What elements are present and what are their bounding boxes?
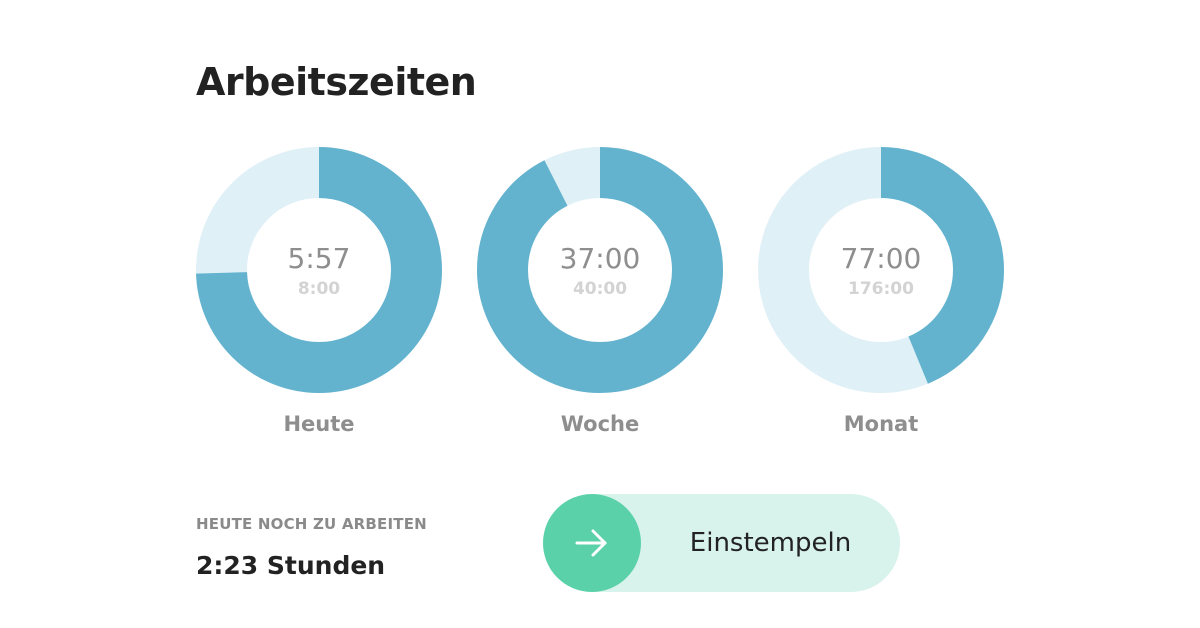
remaining-time-label: HEUTE NOCH ZU ARBEITEN xyxy=(196,515,427,533)
arrow-right-icon xyxy=(575,529,607,557)
donut-chart-heute xyxy=(196,147,442,393)
donut-progress xyxy=(196,147,442,393)
donut-value: 77:00 xyxy=(840,242,922,275)
donut-chart-woche xyxy=(477,147,723,393)
donut-value: 37:00 xyxy=(559,242,641,275)
clock-in-button[interactable]: Einstempeln xyxy=(543,494,900,592)
donut-chart-monat xyxy=(758,147,1004,393)
donut-monat: 77:00 176:00 Monat xyxy=(758,147,1004,437)
donut-heute: 5:57 8:00 Heute xyxy=(196,147,442,437)
page-title: Arbeitszeiten xyxy=(196,60,477,104)
donut-progress xyxy=(477,147,723,393)
remaining-time-value: 2:23 Stunden xyxy=(196,551,386,580)
donut-target: 40:00 xyxy=(572,279,628,299)
donut-label: Monat xyxy=(843,412,919,436)
donut-label: Woche xyxy=(560,412,640,436)
donut-label: Heute xyxy=(283,412,355,436)
clock-in-label: Einstempeln xyxy=(689,528,852,558)
clock-in-slider-knob[interactable] xyxy=(543,494,641,592)
donut-target: 8:00 xyxy=(297,279,341,299)
donut-woche: 37:00 40:00 Woche xyxy=(477,147,723,437)
donut-target: 176:00 xyxy=(848,279,914,299)
donut-value: 5:57 xyxy=(287,242,351,275)
donut-progress xyxy=(758,147,1004,393)
